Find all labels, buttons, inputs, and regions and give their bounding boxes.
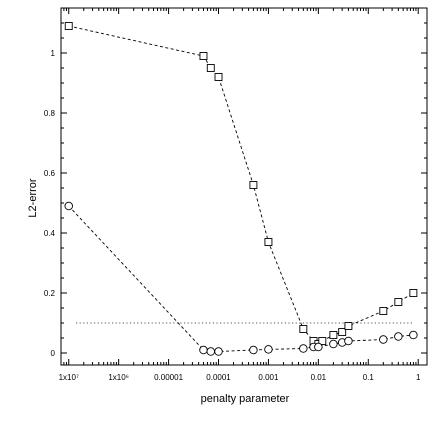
square-marker bbox=[249, 181, 258, 189]
circle-marker bbox=[299, 344, 308, 353]
plot-frame bbox=[60, 7, 428, 366]
circle-marker bbox=[409, 330, 418, 340]
circle-marker bbox=[199, 345, 208, 355]
circle-marker bbox=[344, 336, 353, 346]
x-tick-label: 0.0001 bbox=[206, 373, 231, 382]
square-marker bbox=[199, 52, 208, 60]
x-tick-label: 1 bbox=[416, 373, 421, 382]
y-tick-label: 0.2 bbox=[44, 289, 56, 298]
square-marker bbox=[329, 331, 338, 339]
x-tick-label: 1x10⁷ bbox=[59, 373, 79, 382]
x-tick-label: 0.01 bbox=[311, 373, 327, 382]
circle-marker bbox=[206, 347, 216, 356]
square-marker bbox=[214, 73, 223, 81]
y-tick-label: 0.8 bbox=[44, 109, 56, 118]
x-tick-label: 1x10⁶ bbox=[108, 373, 129, 382]
square-marker bbox=[64, 22, 73, 30]
square-marker bbox=[299, 325, 308, 333]
y-tick-label: 0.4 bbox=[44, 229, 56, 238]
x-axis-title: penalty parameter bbox=[201, 393, 290, 405]
y-tick-label: 0.6 bbox=[44, 169, 56, 178]
circle-marker bbox=[379, 335, 388, 344]
circle-marker bbox=[394, 332, 403, 341]
square-marker bbox=[206, 64, 215, 72]
square-marker bbox=[318, 337, 327, 345]
square-marker bbox=[344, 322, 353, 330]
square-marker bbox=[379, 307, 388, 315]
circle-marker bbox=[214, 347, 223, 356]
y-axis-title: L2-error bbox=[27, 178, 39, 217]
y-tick-label: 0 bbox=[51, 349, 56, 358]
x-tick-label: 0.00001 bbox=[154, 373, 183, 382]
x-tick-label: 0.001 bbox=[258, 373, 279, 382]
x-tick-label: 0.1 bbox=[363, 373, 375, 382]
square-marker bbox=[338, 328, 347, 336]
circle-marker bbox=[314, 342, 323, 352]
series-circle-line bbox=[68, 205, 414, 352]
series-square-line bbox=[68, 25, 414, 345]
circle-marker bbox=[329, 339, 338, 349]
circle-marker bbox=[249, 345, 258, 355]
square-marker bbox=[264, 238, 273, 246]
square-marker bbox=[409, 289, 418, 297]
circle-marker bbox=[64, 201, 73, 211]
y-tick-label: 1 bbox=[51, 49, 56, 58]
square-marker bbox=[394, 298, 403, 306]
circle-marker bbox=[264, 345, 273, 354]
